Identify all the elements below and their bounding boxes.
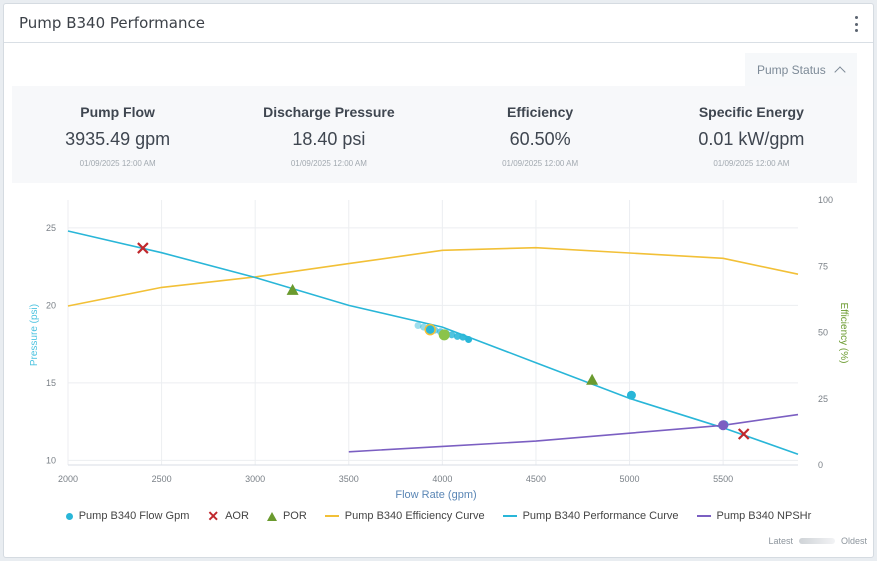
legend-item-aor[interactable]: ✕ AOR: [207, 508, 249, 524]
y-left-tick-label: 20: [46, 300, 56, 310]
kpi-title: Specific Energy: [698, 104, 804, 120]
pump-status-label: Pump Status: [757, 62, 826, 77]
flow-point[interactable]: [448, 331, 456, 339]
y-axis-left-title: Pressure (psi): [29, 304, 40, 366]
kpi-title: Efficiency: [507, 104, 574, 120]
aor-marker[interactable]: [737, 428, 750, 440]
kpi-value: 60.50%: [509, 129, 571, 149]
legend-label: Pump B340 Performance Curve: [522, 510, 679, 522]
line-icon: [324, 515, 339, 517]
por-marker[interactable]: [586, 373, 599, 385]
y-axis-right-title: Efficiency (%): [838, 303, 849, 364]
y-left-tick-label: 10: [46, 455, 56, 465]
kpi-title: Discharge Pressure: [263, 104, 395, 120]
selected-efficiency-point[interactable]: [438, 329, 450, 341]
line-icon: [502, 515, 517, 517]
por-marker[interactable]: [286, 283, 299, 295]
x-marker-icon: ✕: [207, 508, 220, 524]
legend-item-flow[interactable]: Pump B340 Flow Gpm: [65, 510, 190, 522]
x-tick-label: 3500: [339, 474, 359, 484]
x-tick-label: 5500: [713, 474, 733, 484]
dot-icon: [65, 512, 73, 520]
performance-chart[interactable]: 2000 2500 3000 3500 4000 4500 5000 5500 10 15 20 25…: [0, 0, 877, 510]
pump-status-toggle[interactable]: Pump Status: [745, 53, 857, 86]
kpi-value: 3935.49 gpm: [65, 129, 171, 149]
aor-stroke: [737, 428, 750, 440]
kpi-timestamp: 01/09/2025 12:00 AM: [290, 159, 367, 168]
kpi-discharge-pressure: Discharge Pressure 18.40 psi 01/09/2025 …: [223, 86, 434, 183]
y-left-tick-label: 25: [46, 223, 56, 233]
kpi-timestamp: 01/09/2025 12:00 AM: [713, 159, 790, 168]
flow-point[interactable]: [453, 332, 461, 340]
x-axis-title: Flow Rate (gpm): [395, 489, 476, 501]
kpi-title: Pump Flow: [80, 104, 155, 120]
latest-flow-point[interactable]: [424, 323, 436, 336]
x-tick-label: 4000: [432, 474, 452, 484]
kpi-pump-flow: Pump Flow 3935.49 gpm 01/09/2025 12:00 A…: [12, 86, 223, 183]
flow-point[interactable]: [465, 335, 473, 343]
legend-label: Pump B340 Flow Gpm: [78, 510, 190, 522]
x-tick-label: 2000: [58, 474, 78, 484]
flow-point[interactable]: [414, 322, 422, 330]
legend-label: AOR: [225, 510, 249, 522]
card-title: Pump B340 Performance: [19, 14, 205, 32]
gradient-end-label: Oldest: [840, 536, 867, 546]
npshr-point[interactable]: [718, 420, 729, 431]
legend-item-performance-curve[interactable]: Pump B340 Performance Curve: [502, 510, 679, 522]
gradient-start-label: Latest: [768, 536, 793, 546]
recency-gradient-legend: Latest Oldest: [768, 536, 867, 546]
x-tick-label: 3000: [245, 474, 265, 484]
kpi-value: 0.01 kW/gpm: [698, 129, 805, 149]
x-tick-label: 4500: [526, 474, 546, 484]
y-right-tick-label: 100: [818, 195, 833, 205]
legend-item-npshr[interactable]: Pump B340 NPSHr: [696, 510, 812, 522]
triangle-icon: [266, 511, 277, 521]
card-header: Pump B340 Performance: [4, 4, 873, 43]
legend-label: Pump B340 Efficiency Curve: [344, 510, 485, 522]
y-right-tick-label: 0: [818, 460, 823, 470]
line-icon: [696, 515, 711, 517]
npshr-curve[interactable]: [348, 413, 799, 453]
kpi-efficiency: Efficiency 60.50% 01/09/2025 12:00 AM: [435, 86, 646, 183]
kpi-panel: Pump Flow 3935.49 gpm 01/09/2025 12:00 A…: [12, 86, 857, 183]
kpi-specific-energy: Specific Energy 0.01 kW/gpm 01/09/2025 1…: [646, 86, 857, 183]
y-right-tick-label: 50: [818, 328, 828, 338]
x-tick-label: 5000: [620, 474, 640, 484]
legend-item-por[interactable]: POR: [266, 510, 307, 522]
legend-label: POR: [282, 510, 307, 522]
flow-point[interactable]: [459, 333, 467, 341]
legend-item-efficiency-curve[interactable]: Pump B340 Efficiency Curve: [324, 510, 485, 522]
kebab-menu-icon[interactable]: [855, 16, 859, 32]
aor-stroke: [137, 242, 149, 254]
y-right-tick-label: 25: [818, 394, 828, 404]
efficiency-curve[interactable]: [67, 246, 799, 307]
legend-label: Pump B340 NPSHr: [716, 510, 812, 522]
performance-curve[interactable]: [67, 230, 799, 455]
y-left-tick-label: 15: [46, 378, 56, 388]
chart-legend: Pump B340 Flow Gpm ✕ AOR POR Pump B340 E…: [0, 508, 877, 524]
kpi-timestamp: 01/09/2025 12:00 AM: [79, 159, 156, 168]
aor-marker[interactable]: [137, 242, 149, 254]
kpi-timestamp: 01/09/2025 12:00 AM: [502, 159, 579, 168]
y-right-tick-label: 75: [818, 261, 828, 271]
gradient-bar: [798, 538, 835, 544]
kpi-value: 18.40 psi: [292, 129, 366, 149]
x-tick-label: 2500: [152, 474, 172, 484]
flow-point[interactable]: [626, 390, 636, 400]
